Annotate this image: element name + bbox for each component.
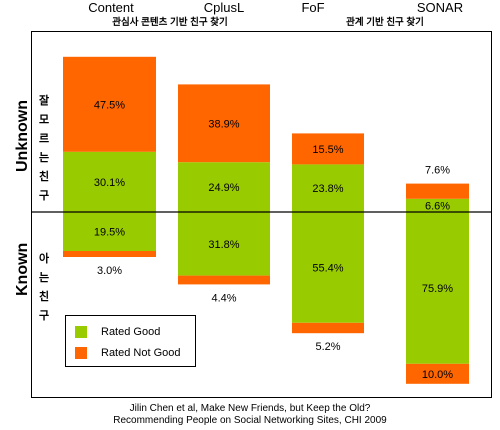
label-unknown-not-good-fof: 15.5%	[312, 144, 343, 156]
caption-line-1: Jilin Chen et al, Make New Friends, but …	[129, 403, 371, 414]
legend-label-not-good: Rated Not Good	[101, 346, 181, 359]
category-header-cplusl: CplusL	[203, 0, 245, 15]
bar-unknown-not-good-content	[63, 56, 156, 152]
bar-unknown-not-good-sonar	[406, 183, 469, 199]
bar-unknown-not-good-fof	[292, 133, 364, 165]
legend-item-good: Rated Good	[75, 325, 160, 338]
unknown-korean-label: 잘 모르는 친구	[38, 95, 50, 202]
bar-known-good-sonar	[406, 212, 469, 364]
bar-unknown-not-good-cplusl	[178, 84, 270, 163]
legend-item-not-good: Rated Not Good	[75, 346, 181, 359]
label-known-good-sonar: 75.9%	[422, 283, 453, 295]
category-header-fof: FoF	[301, 0, 325, 15]
bar-known-not-good-cplusl	[178, 275, 270, 285]
bar-unknown-good-content	[63, 151, 156, 212]
known-axis-label: Known	[14, 242, 31, 296]
label-unknown-good-cplusl: 24.9%	[208, 182, 239, 194]
legend-swatch-not-good	[75, 346, 87, 359]
label-known-good-cplusl: 31.8%	[208, 239, 239, 251]
label-known-not-good-cplusl: 4.4%	[211, 292, 236, 304]
legend-swatch-good	[75, 325, 87, 338]
content-based-subtitle: 관심사 콘텐츠 기반 친구 찾기	[112, 17, 228, 28]
label-known-not-good-fof: 5.2%	[315, 341, 340, 353]
legend-label-good: Rated Good	[101, 325, 161, 338]
known-korean-label: 아는 친구	[38, 253, 50, 322]
label-unknown-good-content: 30.1%	[94, 177, 125, 189]
label-unknown-not-good-content: 47.5%	[94, 99, 125, 111]
bar-unknown-good-cplusl	[178, 162, 270, 212]
relation-based-subtitle: 관계 기반 친구 찾기	[346, 17, 424, 28]
bar-known-good-cplusl	[178, 212, 270, 276]
bar-known-good-fof	[292, 212, 364, 323]
bar-known-not-good-sonar	[406, 363, 469, 384]
bar-known-good-content	[63, 212, 156, 251]
bar-unknown-good-sonar	[406, 198, 469, 212]
label-known-not-good-sonar: 10.0%	[422, 369, 453, 381]
label-unknown-good-fof: 23.8%	[312, 183, 343, 195]
bar-unknown-good-fof	[292, 164, 364, 212]
source-caption: Jilin Chen et al, Make New Friends, but …	[0, 403, 500, 427]
category-header-content: Content	[88, 0, 134, 15]
legend: Rated Good Rated Not Good	[65, 315, 196, 367]
label-unknown-not-good-sonar: 7.6%	[425, 165, 450, 177]
label-known-good-content: 19.5%	[94, 227, 125, 239]
bar-known-not-good-content	[63, 251, 156, 257]
label-unknown-not-good-cplusl: 38.9%	[208, 118, 239, 130]
label-unknown-good-sonar: 6.6%	[425, 200, 450, 212]
caption-line-2: Recommending People on Social Networking…	[113, 415, 387, 426]
label-known-good-fof: 55.4%	[312, 262, 343, 274]
label-known-not-good-content: 3.0%	[97, 265, 122, 277]
bar-known-not-good-fof	[292, 322, 364, 334]
unknown-axis-label: Unknown	[14, 100, 31, 172]
category-header-sonar: SONAR	[416, 0, 464, 15]
plot-frame	[31, 31, 492, 398]
